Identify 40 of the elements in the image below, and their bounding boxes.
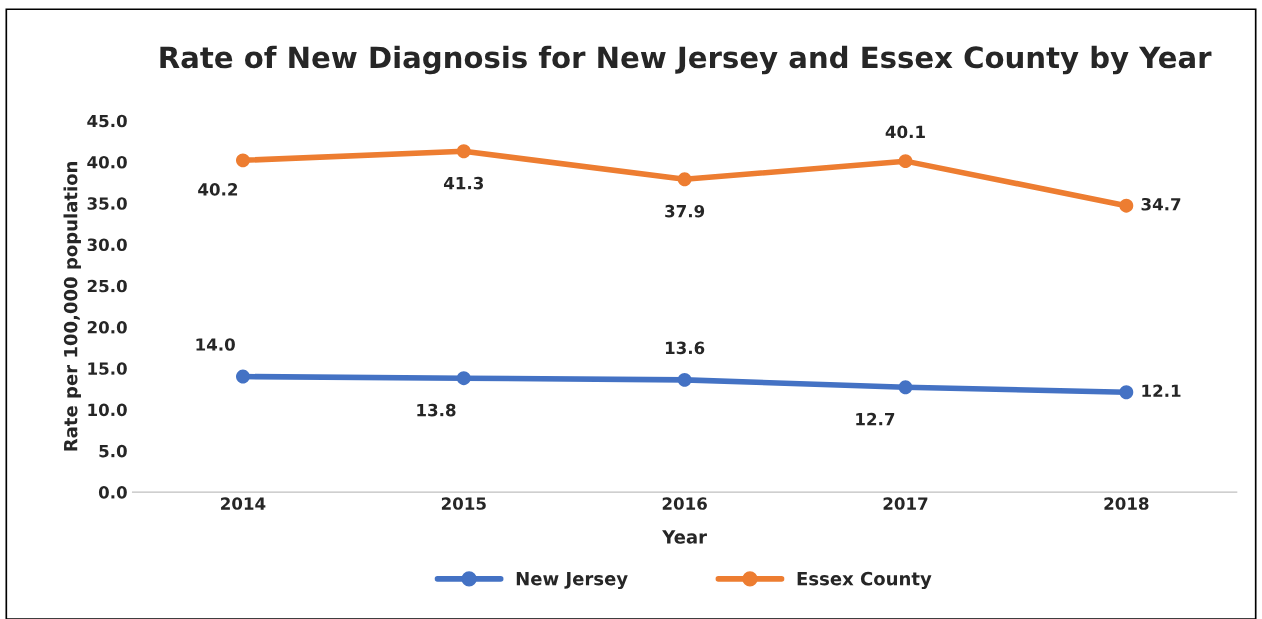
x-tick-label: 2018 [1104,497,1149,510]
y-tick-label: 10.0 [88,403,127,417]
data-label: 40.1 [885,125,925,139]
y-axis-title: Rate per 100,000 population [63,161,81,451]
data-label: 13.6 [665,341,705,355]
y-tick-label: 20.0 [87,321,127,334]
point [898,154,913,169]
y-tick-label: 0.0 [98,486,127,499]
point [456,371,471,386]
y-tick-label: 30.0 [87,238,127,252]
legend-label: New Jersey [516,572,628,590]
data-label: 41.3 [443,176,484,190]
point [235,369,250,384]
y-tick-label: 40.0 [87,155,127,169]
point [677,172,692,187]
point [456,144,471,159]
data-label: 13.8 [417,403,456,417]
x-axis-title: Year [662,530,707,544]
y-tick-label: 15.0 [88,362,127,375]
point [677,372,692,387]
point [235,153,250,168]
y-tick-label: 25.0 [87,279,127,293]
x-tick-label: 2017 [883,497,928,510]
x-tick-label: 2014 [221,497,266,510]
data-label: 34.7 [1141,197,1181,211]
y-tick-label: 5.0 [99,444,127,458]
x-tick-label: 2015 [441,497,486,510]
data-label: 40.2 [198,183,238,196]
point [1119,385,1134,400]
data-label: 12.7 [856,412,895,426]
data-label: 37.9 [665,204,705,218]
data-label: 14.0 [196,338,235,351]
data-label: 12.1 [1142,384,1181,397]
y-tick-label: 35.0 [87,197,127,210]
legend-label: Essex County [797,571,932,590]
chart-title: Rate of New Diagnosis for New Jersey and Essex County by Year [160,45,1212,75]
point [1119,198,1134,213]
x-tick-label: 2016 [662,497,707,510]
point [898,380,913,395]
y-tick-label: 45.0 [87,114,127,128]
